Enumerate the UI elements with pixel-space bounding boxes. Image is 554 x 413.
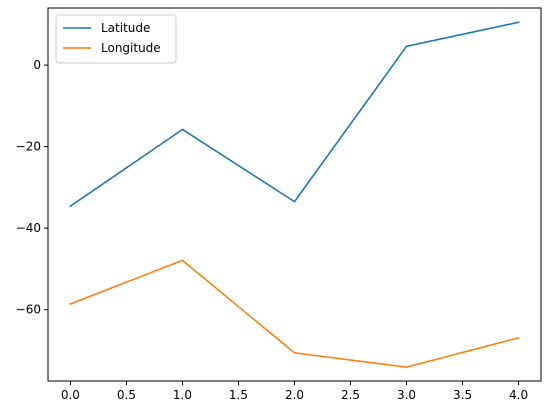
- data-point-latitude-1: [181, 128, 184, 131]
- x-tick-label: 0.5: [117, 388, 136, 402]
- legend: Latitude Longitude: [55, 14, 177, 64]
- data-point-latitude-2: [293, 200, 296, 203]
- y-tick-label: 0: [33, 58, 41, 72]
- y-tick-label: −40: [16, 221, 41, 235]
- x-tick-label: 3.0: [397, 388, 416, 402]
- y-tick-label: −20: [16, 140, 41, 154]
- series-layer: [69, 21, 520, 368]
- y-tick-label: −60: [16, 303, 41, 317]
- x-tick-label: 4.0: [509, 388, 528, 402]
- y-axis: −60 −40 −20 0: [16, 58, 48, 317]
- x-tick-label: 1.0: [173, 388, 192, 402]
- data-point-latitude-0: [69, 205, 72, 207]
- data-point-longitude-3: [405, 366, 408, 368]
- x-tick-label: 2.0: [285, 388, 304, 402]
- data-point-latitude-3: [405, 45, 408, 48]
- data-point-longitude-1: [181, 259, 184, 262]
- data-point-longitude-2: [293, 352, 296, 354]
- data-point-longitude-4: [517, 336, 520, 339]
- data-point-latitude-4: [517, 21, 520, 24]
- data-point-longitude-0: [69, 303, 72, 305]
- legend-label-latitude: Latitude: [101, 21, 150, 35]
- x-axis: 0.0 0.5 1.0 1.5 2.0 2.5 3.0 3.5 4.0: [61, 381, 528, 402]
- x-tick-label: 0.0: [61, 388, 80, 402]
- legend-box: [55, 14, 177, 64]
- x-tick-label: 3.5: [453, 388, 472, 402]
- x-tick-label: 2.5: [341, 388, 360, 402]
- x-tick-label: 1.5: [229, 388, 248, 402]
- legend-label-longitude: Longitude: [101, 41, 161, 55]
